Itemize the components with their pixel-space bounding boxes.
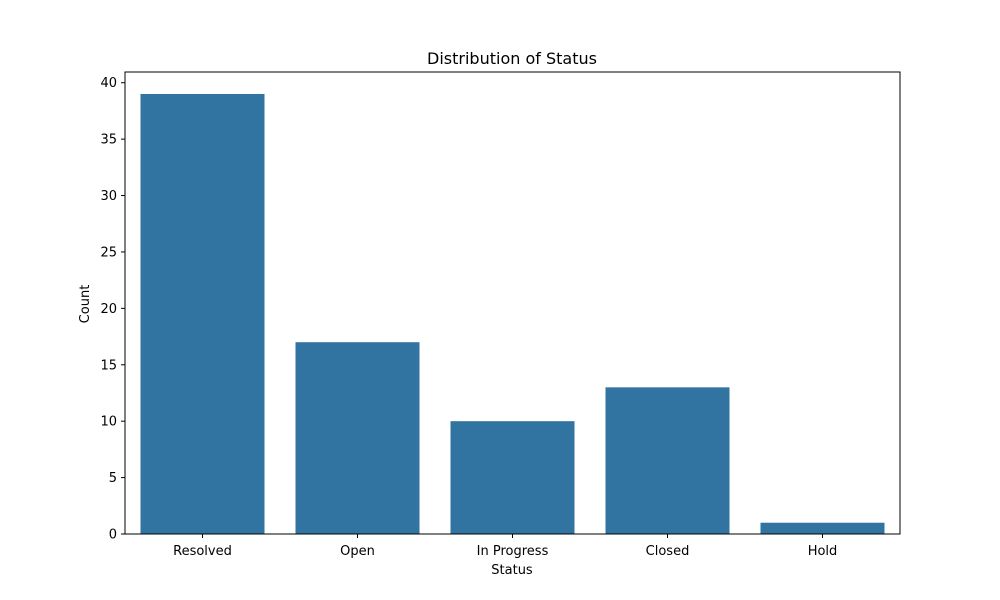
- x-axis: Resolved Open In Progress Closed Hold: [173, 534, 837, 559]
- bar-in-progress: [450, 421, 575, 534]
- plot-frame: [124, 71, 901, 535]
- y-tick-label: 0: [109, 528, 117, 543]
- bars-layer: [140, 94, 885, 534]
- y-tick-label: 15: [100, 358, 117, 373]
- bar-hold: [760, 522, 885, 534]
- y-tick-label: 40: [100, 76, 117, 91]
- x-tick-label: In Progress: [477, 544, 549, 559]
- y-tick-label: 25: [100, 245, 117, 260]
- y-tick-label: 20: [100, 302, 117, 317]
- x-tick-label: Closed: [646, 544, 690, 559]
- x-tick-label: Open: [340, 544, 375, 559]
- y-axis-title: Count: [78, 285, 93, 324]
- bar-open: [295, 342, 420, 534]
- bar-closed: [605, 387, 730, 534]
- y-tick-label: 10: [100, 415, 117, 430]
- chart-title: Distribution of Status: [427, 49, 597, 68]
- bar-resolved: [140, 94, 265, 534]
- y-tick-label: 35: [100, 133, 117, 148]
- y-axis: 0 5 10 15 20 25 30 35 40: [100, 76, 125, 543]
- x-tick-label: Resolved: [173, 544, 232, 559]
- y-tick-label: 5: [109, 471, 117, 486]
- y-tick-label: 30: [100, 189, 117, 204]
- x-axis-title: Status: [491, 563, 533, 578]
- x-tick-label: Hold: [808, 544, 838, 559]
